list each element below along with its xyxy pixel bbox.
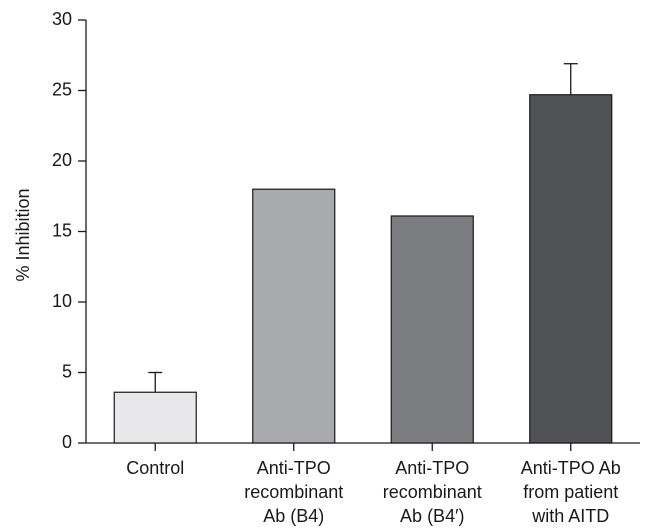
x-category-label-line: Ab (B4′) [400,506,464,526]
error-bars-group [148,63,578,393]
x-category-label-line: Control [126,458,184,478]
x-category-label-line: recombinant [244,482,343,502]
y-axis: 0 5 10 15 20 25 30 [52,9,87,452]
x-category-label: Anti-TPO Ab from patient with AITD [521,458,621,526]
x-category-label-line: Anti-TPO [395,458,469,478]
bar [252,188,336,444]
x-category-label-line: Anti-TPO Ab [521,458,621,478]
y-tick-label: 10 [52,291,72,311]
x-category-label-line: Ab (B4) [263,506,324,526]
x-category-label: Control [126,458,184,478]
x-category-label-line: recombinant [383,482,482,502]
y-tick-label: 0 [62,432,72,452]
bars-group [113,94,613,444]
y-tick-label: 25 [52,79,72,99]
bar [113,391,197,444]
y-axis-label: % Inhibition [13,188,33,281]
x-category-label: Anti-TPO recombinant Ab (B4′) [383,458,482,526]
x-category-label-line: with AITD [531,506,609,526]
y-tick-label: 20 [52,150,72,170]
bar [529,94,613,444]
y-tick-label: 15 [52,220,72,240]
x-category-label-line: Anti-TPO [257,458,331,478]
x-category-label: Anti-TPO recombinant Ab (B4) [244,458,343,526]
bar [390,215,474,444]
y-tick-label: 30 [52,9,72,29]
category-labels-group: Control Anti-TPO recombinant Ab (B4)Anti-TP… [126,458,621,526]
x-category-label-line: from patient [523,482,618,502]
y-tick-label: 5 [62,361,72,381]
x-axis [86,442,640,451]
